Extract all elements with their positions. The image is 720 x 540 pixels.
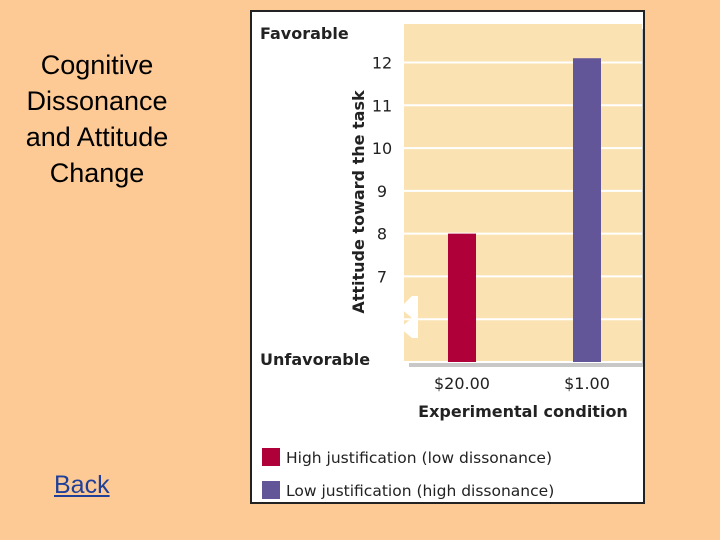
x-axis-label: Experimental condition: [418, 402, 628, 421]
y-tick-label: 12: [372, 54, 392, 73]
back-link[interactable]: Back: [54, 471, 110, 499]
legend-label: Low justification (high dissonance): [286, 482, 554, 500]
y-tick-label: 10: [372, 139, 392, 158]
axis-break: [400, 296, 418, 338]
title-line: Change: [49, 158, 145, 188]
x-tick-label: $1.00: [564, 374, 610, 393]
plot-area: [404, 24, 642, 362]
y-axis-label: Attitude toward the task: [349, 90, 368, 314]
legend-swatch: [262, 448, 280, 466]
legend: High justification (low dissonance) Low j…: [262, 448, 554, 500]
y-tick-label: 9: [377, 182, 387, 201]
bar-chart: 7 8 9 10 11 12 Favorable Unfavorable Attitude…: [260, 24, 647, 500]
title-line: Cognitive: [40, 50, 154, 80]
chart-figure: 7 8 9 10 11 12 Favorable Unfavorable Attitude…: [250, 10, 647, 504]
slide-title: Cognitive Dissonance and Attitude Change: [0, 47, 194, 191]
y-tick-label: 11: [372, 96, 392, 115]
legend-label: High justification (low dissonance): [286, 449, 552, 467]
x-tick-label: $20.00: [434, 374, 490, 393]
legend-swatch: [262, 481, 280, 499]
bar: [448, 233, 476, 362]
y-tick-labels: 7 8 9 10 11 12: [372, 54, 392, 287]
y-tick-label: 8: [377, 225, 387, 244]
unfavorable-label: Unfavorable: [260, 350, 370, 369]
bars: [448, 58, 601, 363]
favorable-label: Favorable: [260, 24, 349, 43]
title-line: Dissonance: [26, 86, 168, 116]
y-tick-label: 7: [377, 267, 387, 286]
x-tick-labels: $20.00 $1.00: [434, 374, 610, 393]
bar: [573, 58, 601, 363]
grid: [404, 61, 642, 363]
title-line: and Attitude: [25, 122, 169, 152]
